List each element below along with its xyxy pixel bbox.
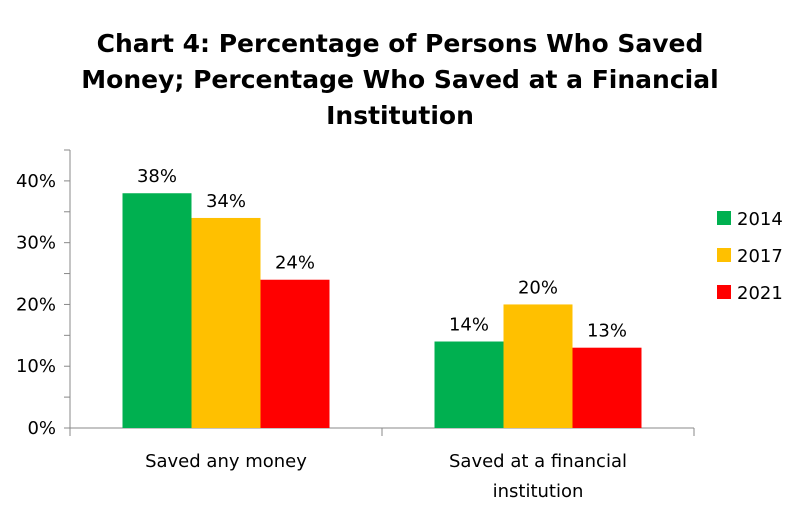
y-tick-label: 30% bbox=[16, 233, 56, 254]
y-tick-label: 0% bbox=[27, 418, 56, 439]
bar-2017 bbox=[191, 217, 261, 428]
y-tick-label: 40% bbox=[16, 171, 56, 192]
bar-2021 bbox=[572, 347, 642, 428]
legend-swatch-2021 bbox=[717, 285, 731, 299]
chart-title-line: Chart 4: Percentage of Persons Who Saved bbox=[96, 29, 704, 58]
legend-label: 2014 bbox=[737, 209, 783, 230]
data-label: 20% bbox=[518, 277, 558, 298]
x-category-label: Saved any money bbox=[145, 451, 307, 472]
data-label: 34% bbox=[206, 191, 246, 212]
data-label: 24% bbox=[275, 253, 315, 274]
data-label: 13% bbox=[587, 321, 627, 342]
bar-2014 bbox=[122, 193, 192, 428]
bar-2021 bbox=[260, 279, 330, 428]
legend-swatch-2017 bbox=[717, 248, 731, 262]
x-category-label: institution bbox=[493, 481, 584, 502]
chart-title: Chart 4: Percentage of Persons Who Saved… bbox=[80, 26, 720, 134]
legend-label: 2017 bbox=[737, 246, 783, 267]
data-label: 14% bbox=[449, 315, 489, 336]
chart-title-line: Money; Percentage Who Saved at a Financi… bbox=[81, 65, 719, 94]
legend-swatch-2014 bbox=[717, 211, 731, 225]
data-label: 38% bbox=[137, 166, 177, 187]
x-category-label: Saved at a financial bbox=[449, 451, 627, 472]
bar-2017 bbox=[503, 304, 573, 428]
chart-title-line: Institution bbox=[326, 101, 474, 130]
y-tick-label: 10% bbox=[16, 356, 56, 377]
legend-label: 2021 bbox=[737, 283, 783, 304]
y-tick-label: 20% bbox=[16, 294, 56, 315]
bar-2014 bbox=[434, 341, 504, 428]
